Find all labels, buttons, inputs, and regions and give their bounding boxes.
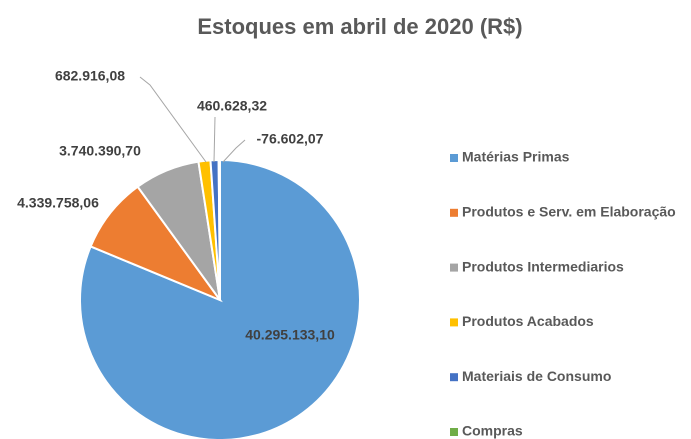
legend-swatch — [450, 428, 458, 436]
pie-slice — [79, 158, 361, 439]
leader-line — [222, 139, 246, 163]
chart-title: Estoques em abril de 2020 (R$) — [197, 14, 522, 39]
data-label: 460.628,32 — [197, 98, 267, 114]
pie-slice — [217, 158, 221, 301]
legend-label: Materiais de Consumo — [462, 368, 611, 384]
legend-label: Compras — [462, 423, 523, 439]
leader-line — [213, 116, 216, 163]
data-label: 3.740.390,70 — [59, 143, 141, 159]
data-label: 4.339.758,06 — [17, 195, 99, 211]
legend-swatch — [450, 373, 458, 382]
legend-swatch — [450, 263, 458, 272]
legend-label: Matérias Primas — [462, 149, 570, 165]
data-label: 40.295.133,10 — [245, 327, 335, 343]
legend-swatch — [450, 208, 458, 217]
legend-label: Produtos Intermediarios — [462, 258, 624, 274]
data-label: 682.916,08 — [55, 68, 125, 84]
legend-swatch — [450, 154, 458, 162]
legend-swatch — [450, 318, 458, 327]
data-label: -76.602,07 — [257, 131, 324, 147]
legend-label: Produtos Acabados — [462, 313, 594, 329]
legend-label: Produtos e Serv. em Elaboração — [462, 204, 676, 220]
leader-line — [139, 76, 207, 163]
